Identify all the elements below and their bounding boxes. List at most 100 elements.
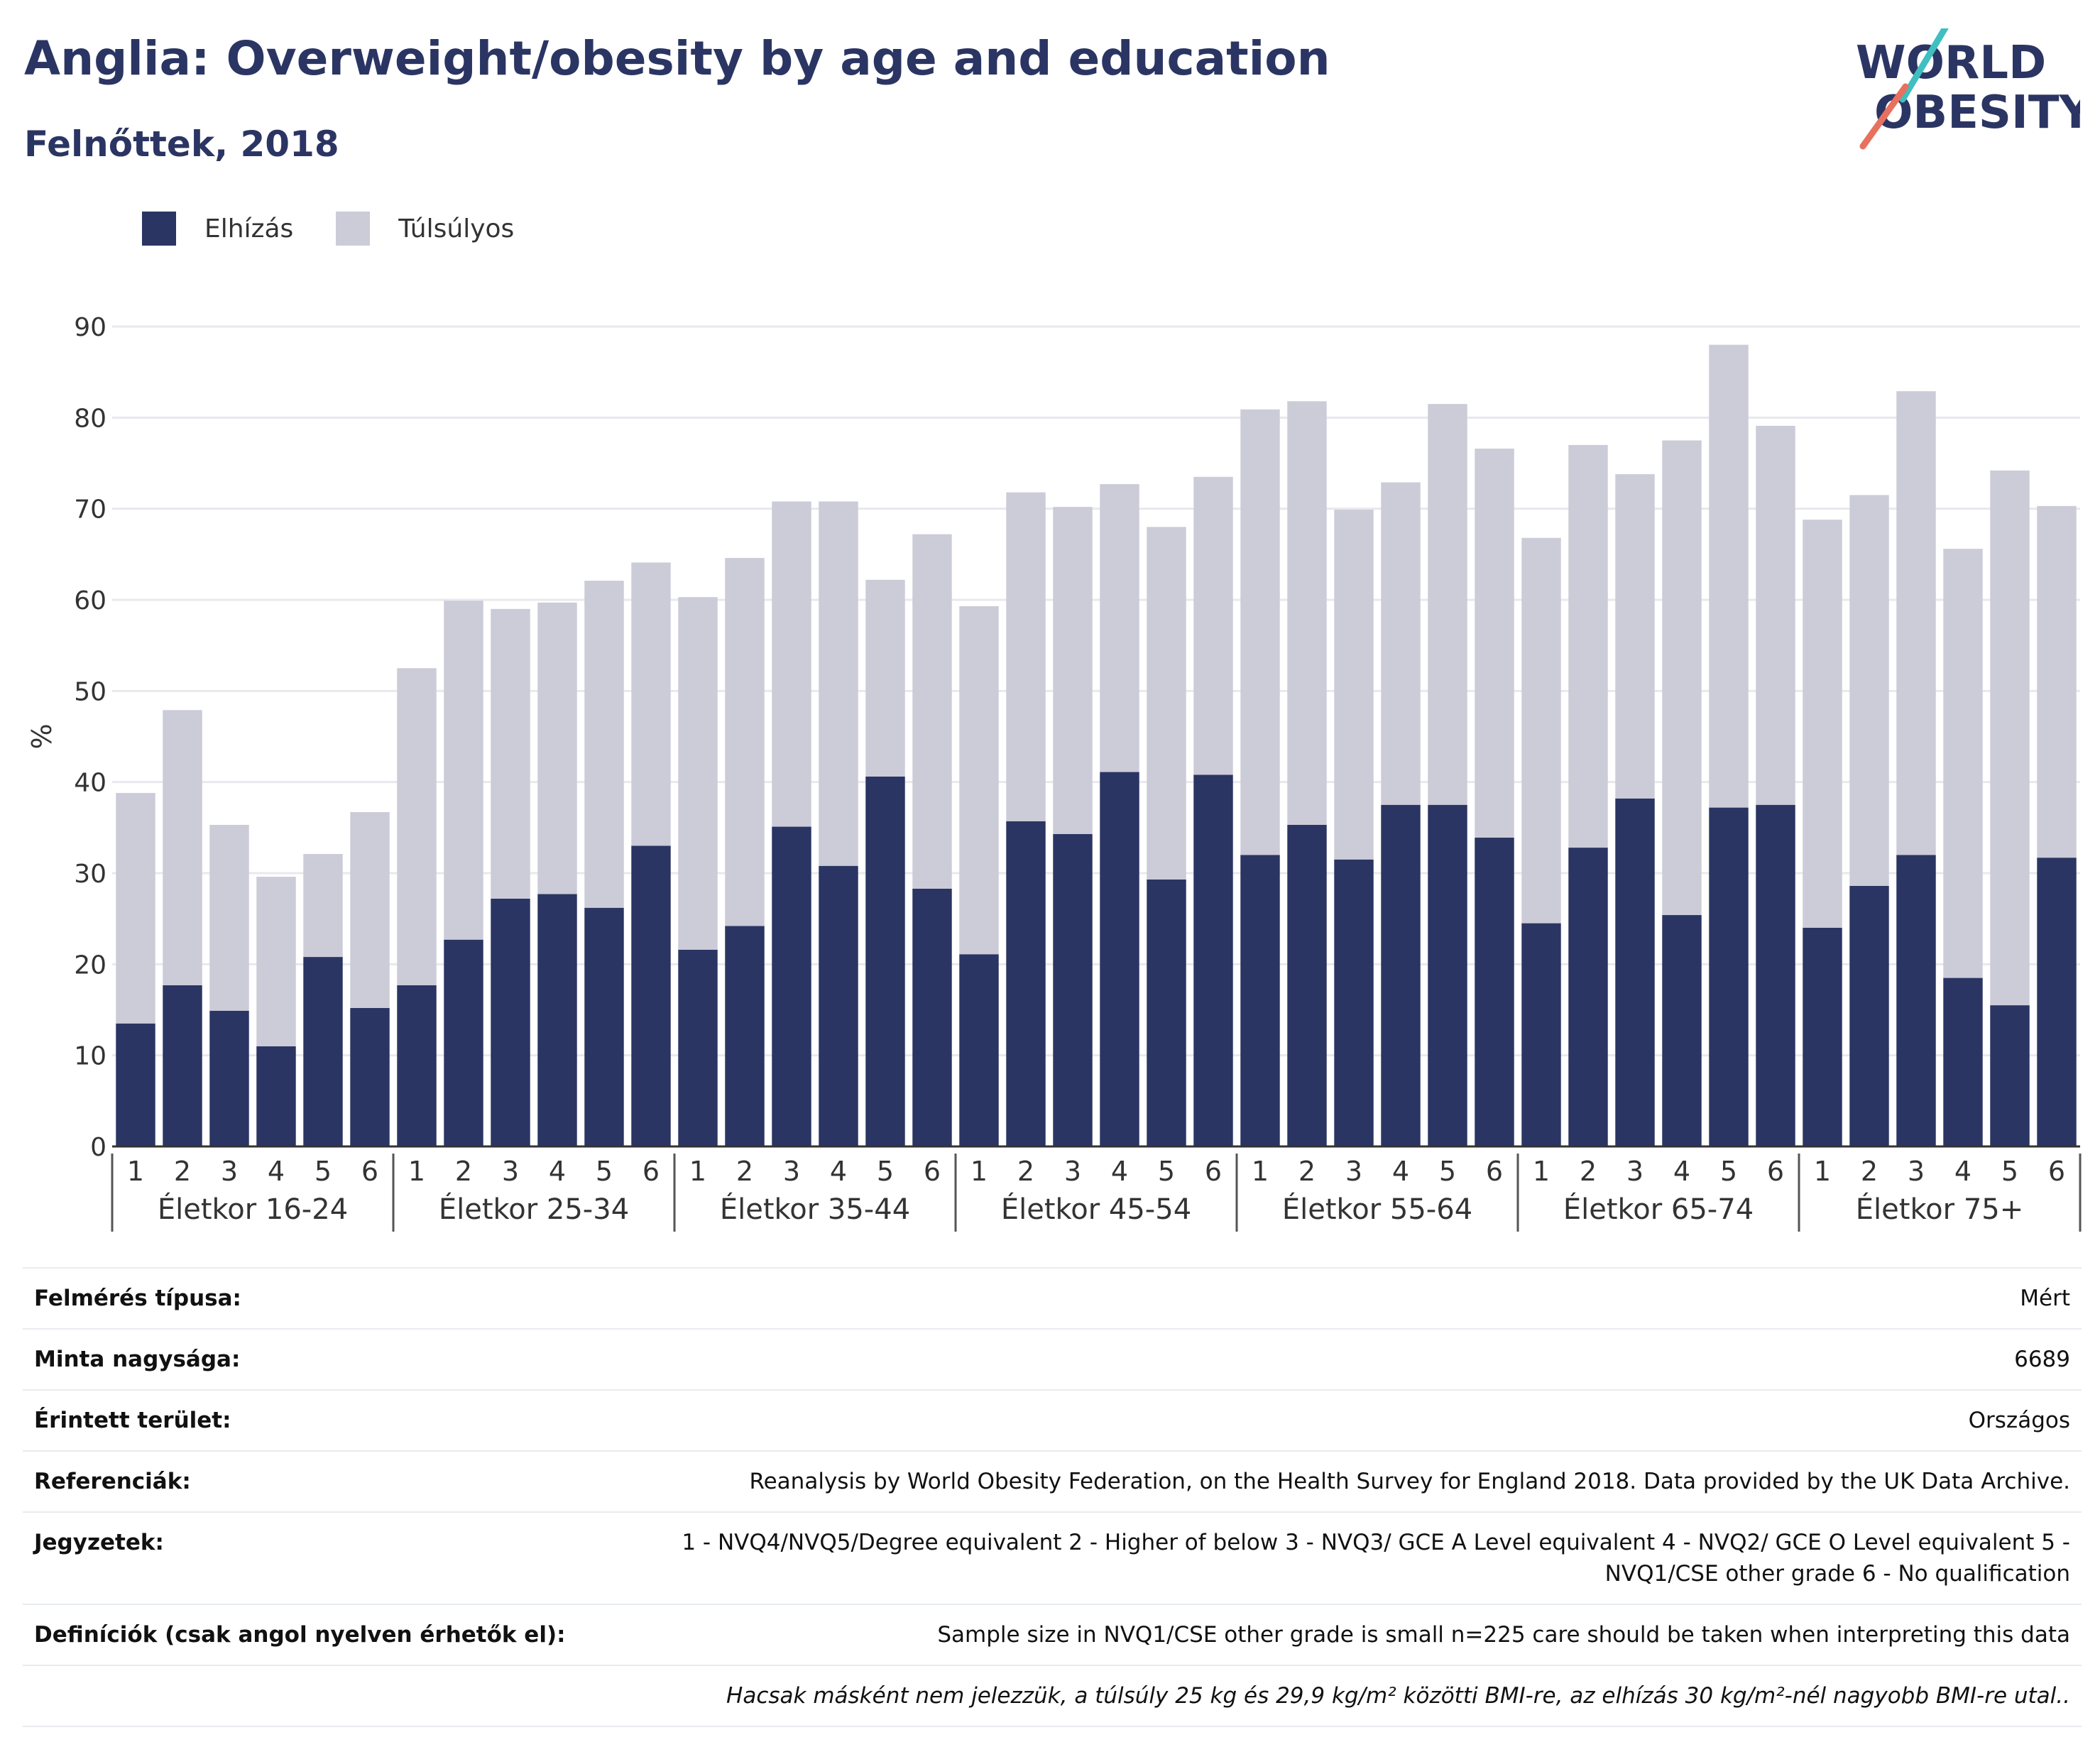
x-group-label: Életkor 25-34	[439, 1192, 629, 1226]
bar-overweight	[303, 854, 343, 958]
bar-obesity	[1568, 848, 1608, 1146]
y-tick-label: 20	[74, 951, 106, 980]
bar-obesity	[1849, 885, 1889, 1146]
legend-item-overweight[interactable]: Túlsúlyos	[336, 212, 514, 246]
x-tick-label: 2	[736, 1156, 753, 1187]
bar-obesity	[865, 776, 905, 1146]
bar-obesity	[491, 898, 530, 1146]
bar-overweight	[1615, 473, 1655, 799]
bar-obesity	[1240, 855, 1280, 1146]
meta-value: 6689	[576, 1328, 2082, 1390]
bar-overweight	[2037, 505, 2077, 858]
bar-obesity	[959, 954, 999, 1146]
meta-row-references: Referenciák: Reanalysis by World Obesity…	[23, 1450, 2082, 1512]
x-tick-label: 6	[1486, 1156, 1503, 1187]
metadata-table: Felmérés típusa: Mért Minta nagysága: 66…	[23, 1267, 2082, 1727]
x-tick-label: 3	[783, 1156, 800, 1187]
bar-obesity	[819, 865, 858, 1146]
x-tick-label: 2	[455, 1156, 472, 1187]
meta-row-footnote: Hacsak másként nem jelezzük, a túlsúly 2…	[23, 1665, 2082, 1727]
bar-overweight	[491, 608, 530, 899]
x-tick-label: 6	[1767, 1156, 1784, 1187]
y-tick-label: 80	[74, 404, 106, 433]
meta-value: Sample size in NVQ1/CSE other grade is s…	[576, 1604, 2082, 1665]
bar-obesity	[163, 985, 202, 1146]
bar-overweight	[1475, 448, 1514, 838]
bar-obesity	[1147, 879, 1186, 1146]
bar-obesity	[584, 907, 624, 1146]
meta-row-area: Érintett terület: Országos	[23, 1389, 2082, 1451]
meta-key: Definíciók (csak angol nyelven érhetők e…	[23, 1604, 577, 1665]
bar-obesity	[116, 1023, 155, 1146]
meta-value: Mért	[576, 1267, 2082, 1329]
bar-obesity	[1521, 923, 1561, 1146]
x-tick-label: 2	[174, 1156, 191, 1187]
y-tick-label: 50	[74, 677, 106, 706]
x-tick-label: 4	[830, 1156, 847, 1187]
bar-obesity	[725, 926, 765, 1146]
meta-key: Minta nagysága:	[23, 1328, 577, 1390]
bar-overweight	[1568, 444, 1608, 848]
legend-swatch-overweight	[336, 212, 371, 246]
bar-obesity	[1756, 804, 1795, 1146]
x-tick-label: 5	[1720, 1156, 1737, 1187]
x-tick-label: 1	[1533, 1156, 1550, 1187]
bar-overweight	[1943, 549, 1983, 978]
bar-overweight	[1428, 404, 1467, 805]
bar-obesity	[1100, 772, 1139, 1146]
bar-overweight	[1287, 401, 1327, 825]
x-tick-label: 3	[221, 1156, 238, 1187]
x-tick-label: 3	[1626, 1156, 1644, 1187]
bar-overweight	[209, 824, 249, 1011]
x-tick-label: 5	[315, 1156, 332, 1187]
x-tick-label: 5	[2001, 1156, 2018, 1187]
bar-obesity	[1428, 804, 1467, 1146]
bar-overweight	[865, 579, 905, 777]
bar-overweight	[1849, 495, 1889, 886]
bar-obesity	[256, 1046, 296, 1146]
bar-overweight	[584, 581, 624, 908]
legend-item-obesity[interactable]: Elhízás	[142, 212, 293, 246]
y-tick-label: 0	[90, 1133, 106, 1162]
chart-subtitle: Felnőttek, 2018	[24, 124, 339, 165]
chart-title: Anglia: Overweight/obesity by age and ed…	[24, 31, 1330, 86]
bar-obesity	[1803, 928, 1842, 1146]
x-tick-label: 6	[924, 1156, 941, 1187]
bar-overweight	[537, 602, 577, 894]
bar-obesity	[1053, 833, 1093, 1146]
bar-overweight	[1053, 507, 1093, 834]
x-tick-label: 4	[1392, 1156, 1409, 1187]
y-tick-label: 60	[74, 586, 106, 615]
bar-overweight	[1381, 482, 1421, 805]
bar-overweight	[959, 606, 999, 955]
x-group-label: Életkor 55-64	[1282, 1192, 1472, 1226]
bar-obesity	[631, 845, 671, 1146]
bar-obesity	[1943, 977, 1983, 1146]
bar-obesity	[1662, 915, 1702, 1146]
bar-obesity	[537, 894, 577, 1146]
bar-overweight	[1334, 509, 1374, 860]
bar-overweight	[1147, 527, 1186, 880]
x-group-label: Életkor 35-44	[720, 1192, 910, 1226]
bar-obesity	[1381, 804, 1421, 1146]
x-tick-label: 1	[1814, 1156, 1831, 1187]
world-obesity-logo: WORLD OBESITY	[1856, 28, 2080, 150]
x-tick-label: 5	[596, 1156, 613, 1187]
meta-value: Országos	[576, 1389, 2082, 1451]
x-tick-label: 3	[1064, 1156, 1081, 1187]
logo-line1: WORLD	[1856, 37, 2046, 89]
bar-overweight	[1100, 484, 1139, 772]
bar-obesity	[1287, 824, 1327, 1146]
x-tick-label: 6	[2048, 1156, 2065, 1187]
chart-legend: Elhízás Túlsúlyos	[142, 212, 557, 246]
x-tick-label: 6	[642, 1156, 660, 1187]
meta-row-survey-type: Felmérés típusa: Mért	[23, 1267, 2082, 1329]
meta-value: 1 - NVQ4/NVQ5/Degree equivalent 2 - High…	[576, 1511, 2082, 1604]
bar-obesity	[2037, 858, 2077, 1146]
x-tick-label: 3	[1908, 1156, 1925, 1187]
legend-swatch-obesity	[142, 212, 176, 246]
x-tick-label: 4	[1673, 1156, 1690, 1187]
bar-obesity	[303, 957, 343, 1146]
bar-obesity	[1006, 821, 1046, 1146]
